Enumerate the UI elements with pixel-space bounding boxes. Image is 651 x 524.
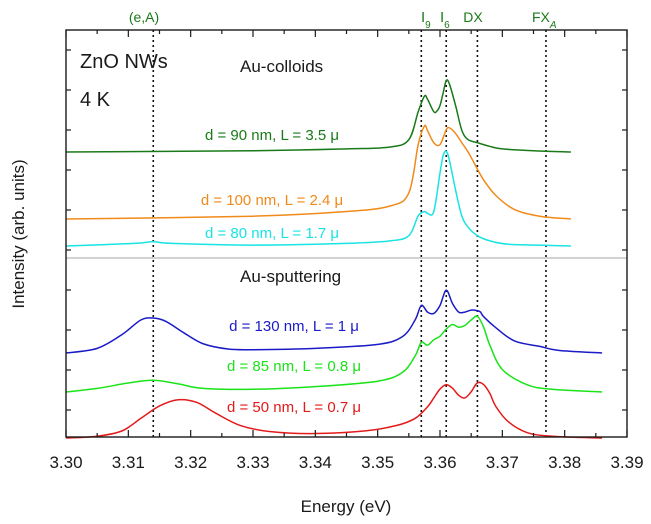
ref-label-eA: (e,A) bbox=[129, 9, 159, 25]
x-tick-label: 3.33 bbox=[236, 453, 269, 472]
series-line-4 bbox=[65, 315, 603, 393]
x-tick-label: 3.35 bbox=[361, 453, 394, 472]
plot-frame bbox=[65, 29, 628, 438]
series-line-5 bbox=[65, 381, 603, 439]
series-label-2: d = 80 nm, L = 1.7 μ bbox=[205, 225, 339, 242]
x-axis-title: Energy (eV) bbox=[301, 497, 392, 516]
x-tick-label: 3.39 bbox=[610, 453, 643, 472]
series-line-0 bbox=[65, 79, 571, 153]
x-tick-label: 3.38 bbox=[548, 453, 581, 472]
series-labels: d = 90 nm, L = 3.5 μ d = 100 nm, L = 2.4 … bbox=[201, 127, 361, 416]
ref-label-fxa: FXA bbox=[532, 9, 557, 31]
spectra-curves bbox=[65, 79, 603, 439]
series-label-5: d = 50 nm, L = 0.7 μ bbox=[227, 399, 361, 416]
series-line-3 bbox=[65, 289, 603, 354]
series-label-4: d = 85 nm, L = 0.8 μ bbox=[227, 358, 361, 375]
y-axis-title: Intensity (arb. units) bbox=[9, 159, 28, 308]
x-tick-label: 3.32 bbox=[174, 453, 207, 472]
ref-label-i9: I9 bbox=[421, 9, 431, 31]
ref-label-i6: I6 bbox=[440, 9, 450, 31]
series-line-2 bbox=[65, 150, 571, 247]
x-tick-label: 3.31 bbox=[112, 453, 145, 472]
group-bottom-label: Au-sputtering bbox=[240, 267, 341, 286]
x-tick-label: 3.30 bbox=[49, 453, 82, 472]
x-tick-label: 3.37 bbox=[486, 453, 519, 472]
series-label-0: d = 90 nm, L = 3.5 μ bbox=[205, 127, 339, 144]
x-tick-label: 3.34 bbox=[299, 453, 332, 472]
series-label-1: d = 100 nm, L = 2.4 μ bbox=[201, 192, 343, 209]
x-tick-label: 3.36 bbox=[423, 453, 456, 472]
temperature-label: 4 K bbox=[80, 89, 111, 111]
x-tick-labels: 3.30 3.31 3.32 3.33 3.34 3.35 3.36 3.37 3.38 3.39 bbox=[49, 453, 643, 472]
axis-ticks bbox=[65, 30, 628, 437]
group-top-label: Au-colloids bbox=[240, 57, 323, 76]
series-label-3: d = 130 nm, L = 1 μ bbox=[229, 318, 359, 335]
series-line-1 bbox=[65, 124, 571, 220]
reference-line-labels: (e,A) I9 I6 DX FXA bbox=[129, 9, 557, 31]
ref-label-dx: DX bbox=[463, 9, 483, 25]
sample-label: ZnO NWs bbox=[80, 51, 168, 73]
